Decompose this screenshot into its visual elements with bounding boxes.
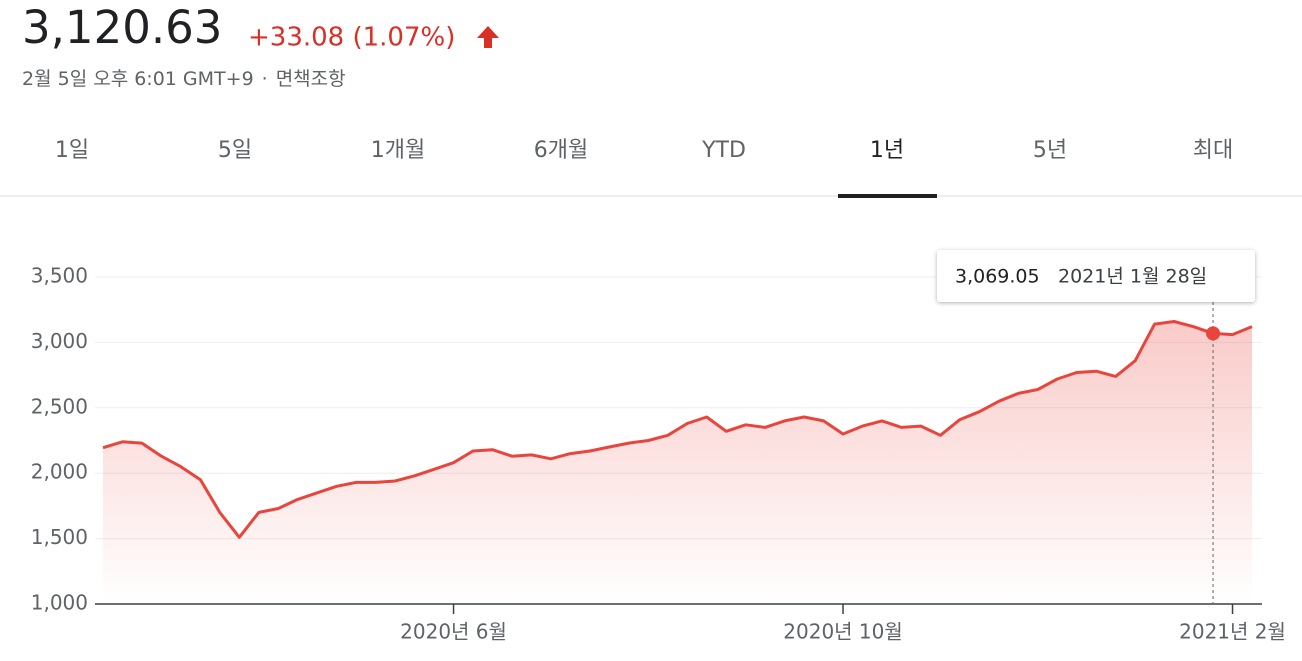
- tab[interactable]: 5일: [218, 138, 252, 163]
- disclaimer-link[interactable]: 면책조항: [276, 68, 346, 90]
- tab[interactable]: 1일: [55, 138, 89, 163]
- x-tick-label: 2021년 2월: [1179, 620, 1286, 644]
- y-tick-label: 2,000: [31, 460, 88, 484]
- tooltip-box: [937, 250, 1255, 302]
- hover-dot: [1206, 326, 1221, 341]
- tab-underline: [838, 194, 937, 198]
- y-tick-label: 1,500: [31, 525, 88, 549]
- tooltip-value: 3,069.05: [955, 266, 1040, 288]
- y-tick-label: 1,000: [31, 591, 88, 615]
- tab[interactable]: 5년: [1033, 138, 1067, 163]
- y-tick-label: 3,500: [31, 264, 88, 288]
- up-arrow: [477, 26, 499, 48]
- tab[interactable]: YTD: [701, 138, 746, 163]
- tabs: 1일 5일 1개월 6개월 YTD 1년 5년 최대: [55, 138, 1233, 198]
- time: 2월 5일 오후 6:01 GMT+9: [22, 68, 254, 90]
- separator: ·: [262, 68, 268, 90]
- y-tick-label: 3,000: [31, 329, 88, 353]
- chart: 1,000 1,500 2,000 2,500 3,000 3,500 2020년 6월 20…: [31, 250, 1286, 644]
- y-tick-label: 2,500: [31, 394, 88, 418]
- tab[interactable]: 6개월: [534, 138, 588, 163]
- price: 3,120.63: [22, 1, 222, 54]
- tooltip-date: 2021년 1월 28일: [1058, 266, 1207, 288]
- price-change: +33.08 (1.07%): [248, 23, 455, 53]
- timestamp: 2월 5일 오후 6:01 GMT+9 · 면책조항: [22, 68, 346, 90]
- x-tick-label: 2020년 6월: [400, 620, 507, 644]
- price-line: [102, 320, 1253, 539]
- tab[interactable]: 1개월: [371, 138, 425, 163]
- area: [103, 321, 1252, 604]
- x-tick-label: 2020년 10월: [783, 620, 903, 644]
- tab[interactable]: 1년: [870, 138, 904, 163]
- tab[interactable]: 최대: [1193, 138, 1233, 163]
